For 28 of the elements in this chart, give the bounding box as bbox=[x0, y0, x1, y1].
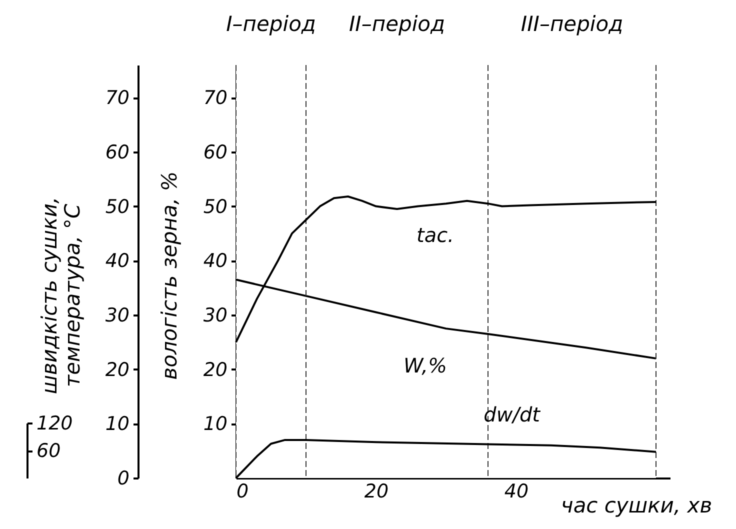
y-axis-title: вологість зерна, % bbox=[158, 171, 182, 380]
y-tick-label: 30 bbox=[203, 304, 228, 326]
y2-tick-label: 60 bbox=[105, 141, 130, 164]
band-label: II–період bbox=[348, 12, 446, 36]
y-tick-label: 70 bbox=[203, 87, 228, 110]
annotation: tас. bbox=[416, 222, 454, 247]
x-tick-label: 40 bbox=[504, 480, 529, 502]
y2-tick-label: 10 bbox=[105, 413, 130, 436]
x-tick-label: 20 bbox=[364, 480, 389, 502]
band-label: III–період bbox=[520, 12, 624, 36]
y2-tick-label: 50 bbox=[105, 196, 130, 218]
y-tick-label: 10 bbox=[203, 413, 228, 436]
y-tick-label: 60 bbox=[203, 141, 228, 164]
y3-tick-label: 120 bbox=[36, 412, 73, 434]
band-label: I–період bbox=[226, 12, 316, 36]
y2-tick-label: 40 bbox=[105, 250, 130, 272]
x-tick-label: 0 bbox=[236, 480, 249, 502]
y2-tick-label: 20 bbox=[105, 358, 130, 381]
annotation: W,% bbox=[403, 353, 447, 378]
y-tick-label: 20 bbox=[203, 358, 228, 381]
y2-axis-title: швидкість сушки, температура, °C bbox=[38, 196, 84, 394]
y2-tick-label: 30 bbox=[105, 304, 130, 326]
y3-tick-label: 60 bbox=[36, 440, 61, 462]
x-axis-title: час сушки, хв bbox=[560, 494, 712, 518]
y-tick-label: 50 bbox=[203, 196, 228, 218]
annotation: dw/dt bbox=[484, 402, 542, 426]
y2-tick-label: 70 bbox=[105, 87, 130, 110]
y-tick-label: 40 bbox=[203, 250, 228, 272]
